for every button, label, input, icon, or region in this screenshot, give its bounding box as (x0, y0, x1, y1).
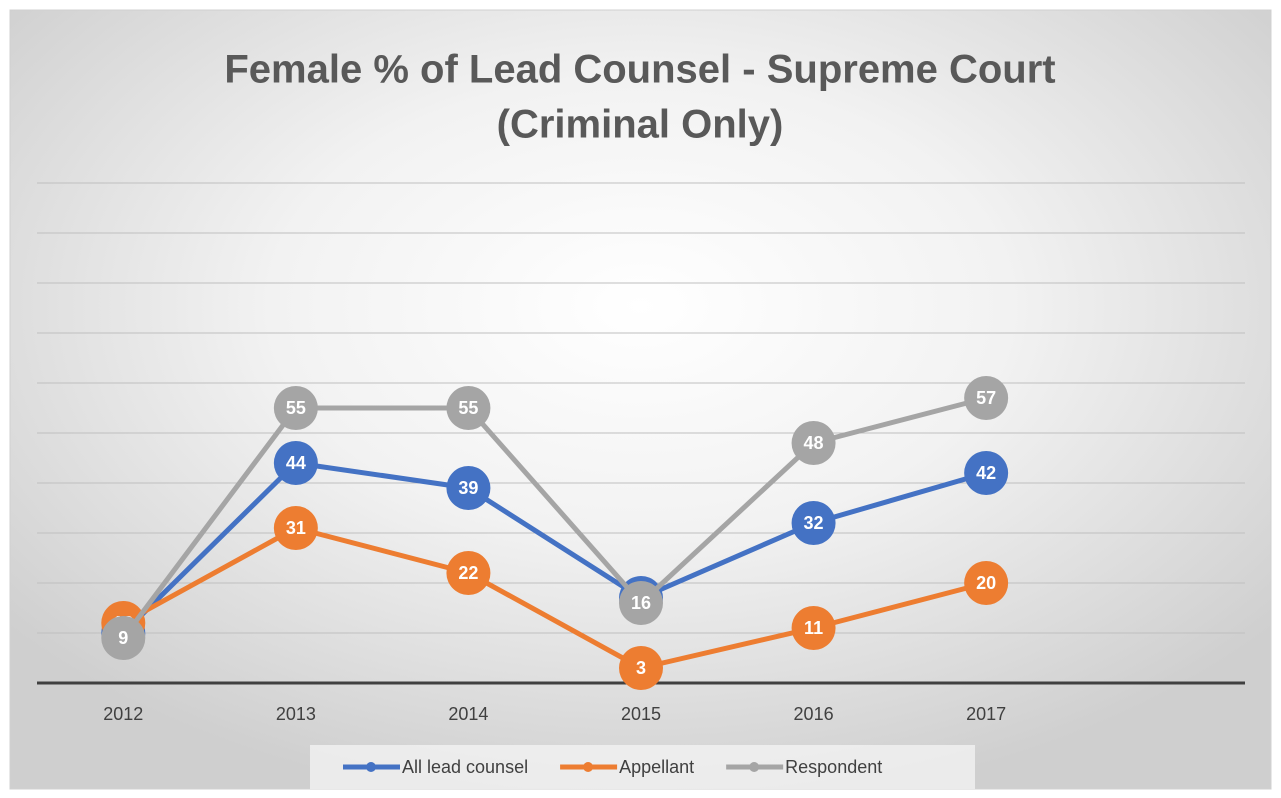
data-label: 20 (976, 573, 996, 593)
legend-marker (366, 762, 376, 772)
legend-box (310, 745, 975, 789)
x-tick-label: 2016 (794, 704, 834, 724)
series-line (121, 395, 987, 640)
data-point (273, 386, 318, 430)
data-point (964, 376, 1009, 420)
data-point (273, 441, 318, 485)
data-point (619, 646, 663, 690)
legend-marker (583, 762, 594, 772)
data-label: 11 (804, 618, 823, 638)
data-label: 44 (286, 453, 306, 473)
data-label: 32 (804, 513, 824, 533)
series-line (122, 525, 987, 671)
data-point (964, 561, 1009, 605)
data-label: 16 (631, 593, 651, 613)
data-point (446, 386, 491, 430)
data-point (791, 606, 836, 650)
data-point (446, 466, 491, 510)
data-label: 55 (286, 398, 306, 418)
chart-title: Female % of Lead Counsel - Supreme Court (224, 48, 1055, 92)
data-point (791, 421, 836, 465)
x-tick-label: 2013 (276, 704, 316, 724)
data-point (964, 451, 1009, 495)
x-tick-label: 2017 (966, 704, 1006, 724)
legend-label: Respondent (785, 757, 882, 777)
data-label: 42 (976, 463, 996, 483)
data-label: 9 (118, 628, 128, 648)
data-label: 22 (458, 563, 478, 583)
data-point (273, 506, 318, 550)
data-point (791, 501, 836, 545)
data-point (619, 581, 663, 625)
legend-label: All lead counsel (402, 757, 528, 777)
data-label: 48 (804, 433, 824, 453)
data-label: 39 (458, 478, 478, 498)
data-label: 31 (286, 518, 306, 538)
data-label: 3 (636, 658, 646, 678)
chart-title: (Criminal Only) (497, 103, 784, 147)
data-label: 55 (458, 398, 478, 418)
data-point (446, 551, 491, 595)
data-label: 57 (976, 388, 996, 408)
x-tick-label: 2015 (621, 704, 661, 724)
data-point (101, 616, 146, 660)
series-line (121, 460, 987, 635)
x-tick-label: 2012 (103, 704, 143, 724)
legend-marker (749, 762, 760, 772)
legend-label: Appellant (619, 757, 694, 777)
x-tick-label: 2014 (448, 704, 488, 724)
